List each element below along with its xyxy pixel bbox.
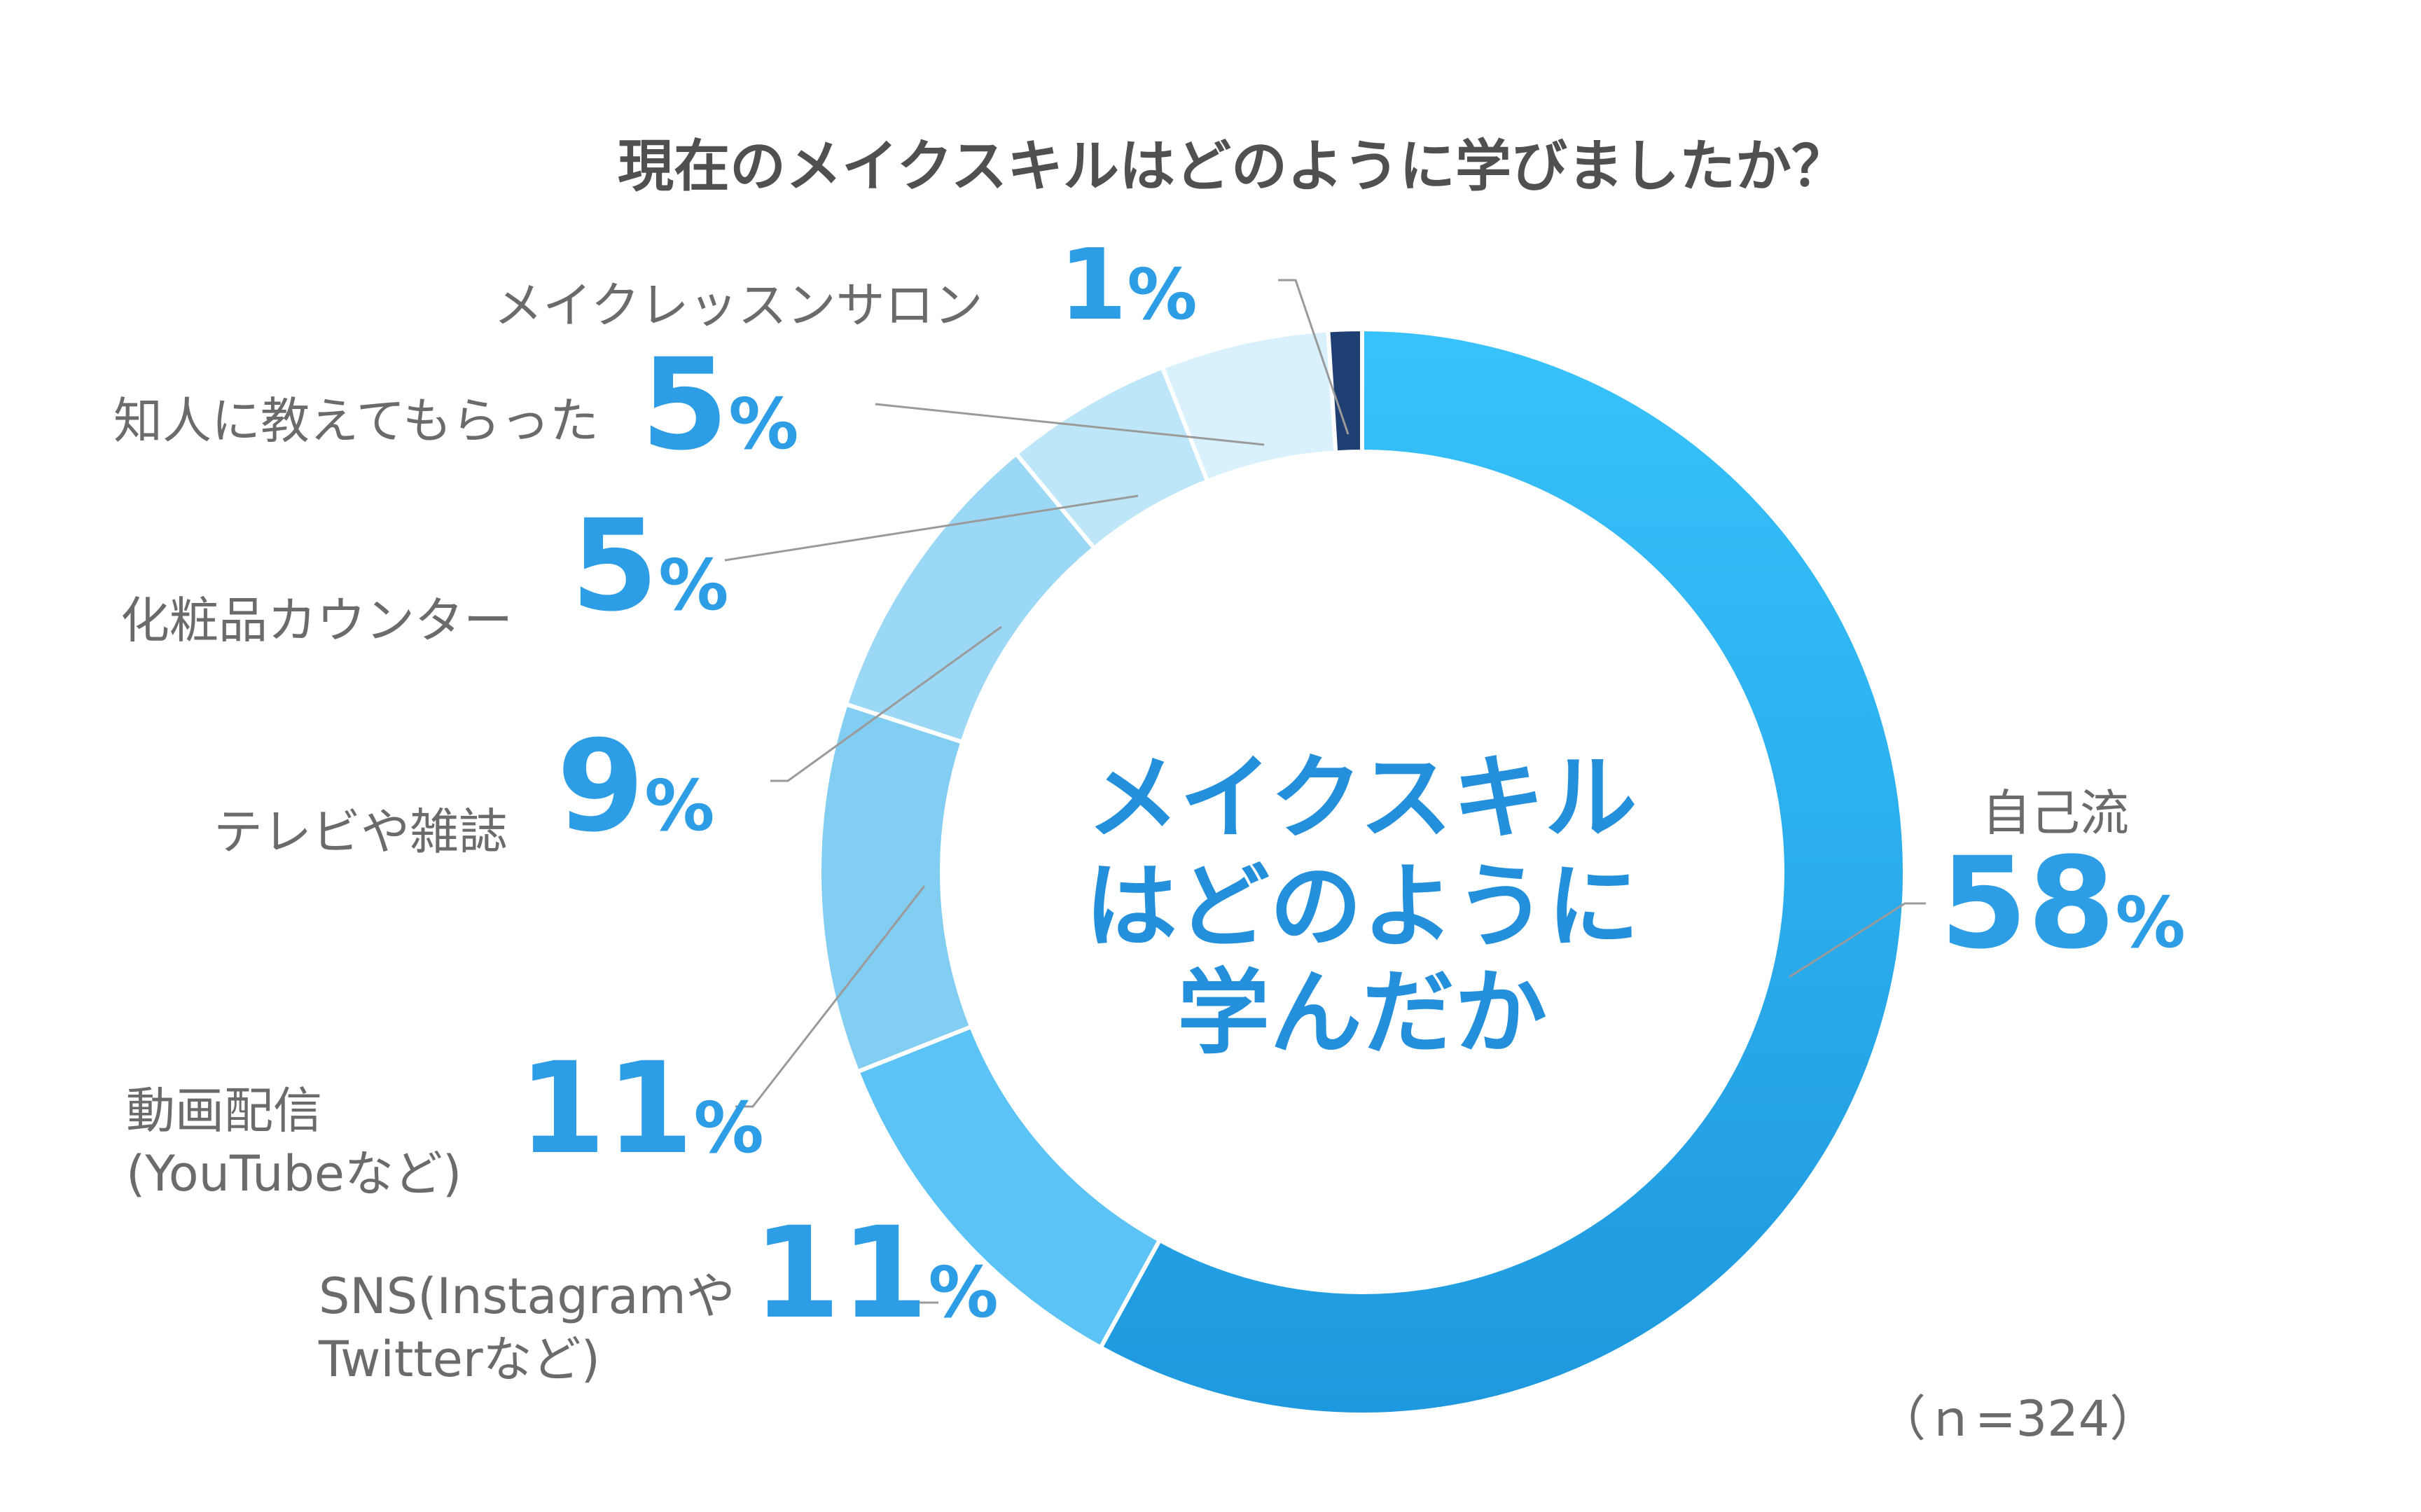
chart-title: 現在のメイクスキルはどのように学びましたか？: [618, 134, 1847, 199]
sample-size-note: （ｎ=324）: [1877, 1390, 2158, 1448]
slice-jikoryu: [1097, 326, 1907, 1417]
center-label-line1: メイクスキル: [1087, 744, 1637, 852]
category-label-tv-magazine: テレビや雑誌: [214, 803, 508, 861]
category-label-sns-line2: Twitterなど): [318, 1331, 600, 1388]
category-label-cosmetics-counter: 化粧品カウンター: [120, 592, 513, 649]
center-label-line3: 学んだか: [1177, 959, 1547, 1067]
value-label-video: 11%: [518, 1036, 764, 1182]
leader-lesson-salon: [1278, 279, 1350, 435]
leader-acquaintance: [875, 403, 1265, 446]
value-label-jikoryu: 58%: [1940, 831, 2186, 977]
center-label-line2: はどのように: [1085, 853, 1639, 961]
leader-lines: [724, 279, 1926, 1304]
leader-jikoryu: [1789, 902, 1926, 978]
value-label-tv-magazine: 9%: [557, 714, 714, 860]
category-label-video-line1: 動画配信: [126, 1082, 322, 1139]
category-label-jikoryu: 自己流: [1982, 784, 2129, 842]
donut-slices: [817, 326, 1907, 1417]
slice-lesson-salon: [1326, 326, 1364, 455]
category-label-acquaintance: 知人に教えてもらった: [113, 392, 599, 450]
value-label-acquaintance: 5%: [641, 332, 798, 478]
value-label-sns: 11%: [753, 1200, 999, 1347]
category-label-lesson-salon: メイクレッスンサロン: [494, 277, 983, 334]
value-label-lesson-salon: 1%: [1059, 228, 1198, 342]
category-label-video-line2: (YouTubeなど): [126, 1145, 462, 1202]
category-label-sns-line1: SNS(Instagramや: [319, 1268, 735, 1325]
value-label-cosmetics-counter: 5%: [571, 493, 728, 639]
leader-cosmetics-counter: [724, 494, 1139, 562]
slice-video: [817, 701, 975, 1075]
leader-video: [735, 885, 926, 1108]
leader-tv-magazine: [770, 625, 1002, 782]
